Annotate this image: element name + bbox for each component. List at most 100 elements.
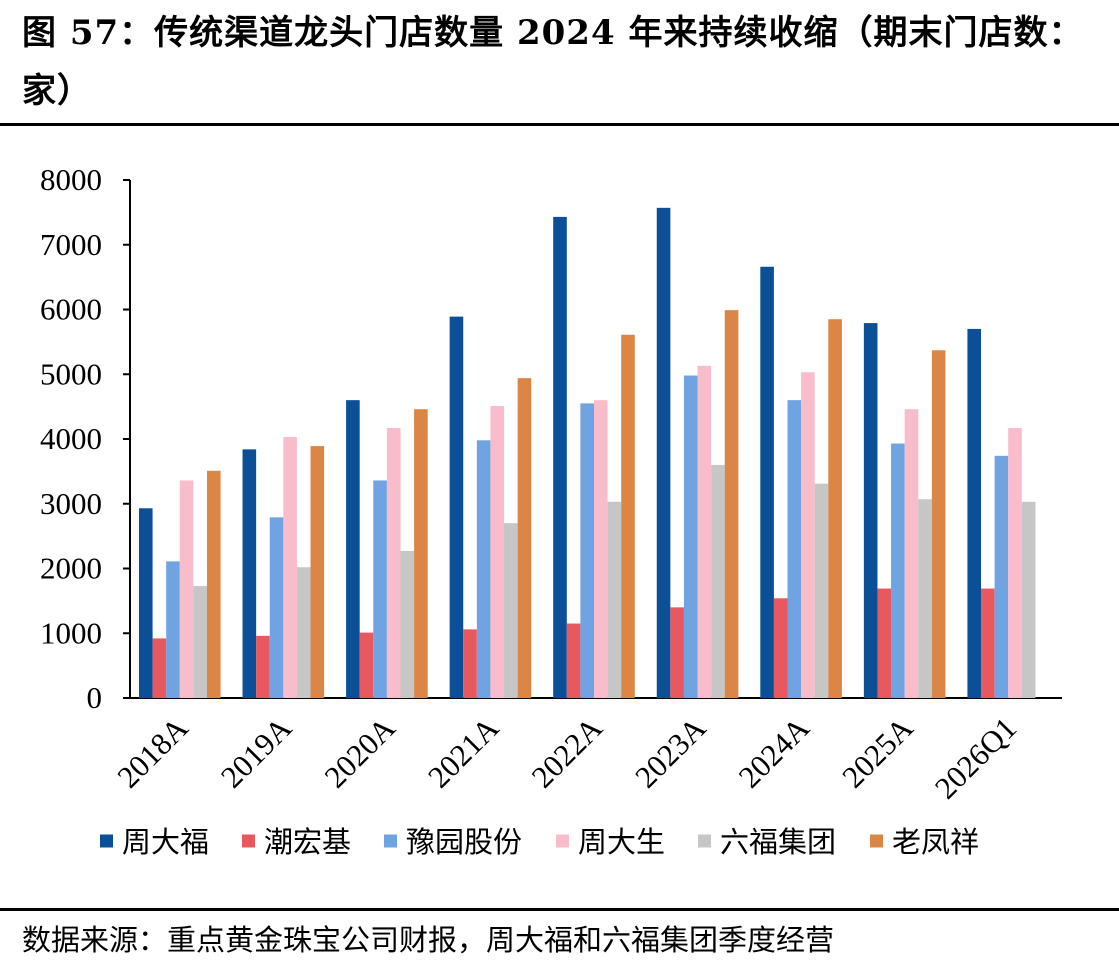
legend-item: 豫园股份 <box>384 825 522 859</box>
bar <box>296 567 311 698</box>
chart-axes: 0 1000 2000 3000 4000 5000 6000 7000 8000 <box>40 162 1062 715</box>
bar <box>760 266 774 698</box>
title-divider <box>0 123 1119 126</box>
series-1 <box>152 588 995 698</box>
bar <box>967 328 982 698</box>
x-tick-label: 2020A <box>317 710 402 795</box>
bar <box>310 446 325 698</box>
legend-item: 六福集团 <box>698 825 836 859</box>
bar <box>283 437 297 698</box>
bar <box>1008 427 1022 698</box>
bar <box>580 403 594 698</box>
bar <box>386 427 401 698</box>
bar <box>504 523 518 698</box>
bar <box>179 480 194 698</box>
bar <box>414 409 428 698</box>
y-tick-label: 3000 <box>40 486 102 521</box>
legend-swatch <box>698 834 711 848</box>
source-divider <box>0 908 1119 911</box>
bar <box>891 443 905 698</box>
bar <box>517 378 532 698</box>
legend-swatch <box>242 834 255 848</box>
legend-label: 周大生 <box>578 825 665 859</box>
x-tick-label: 2022A <box>525 710 610 795</box>
chart-title: 图 57：传统渠道龙头门店数量 2024 年来持续收缩（期末门店数：家） <box>22 13 1084 111</box>
bar <box>193 585 207 698</box>
legend-item: 老凤祥 <box>870 825 979 859</box>
legend-label: 老凤祥 <box>892 825 979 859</box>
legend-label: 六福集团 <box>720 825 836 859</box>
x-tick-labels: 2018A 2019A 2020A 2021A 2022A 2023A 2024A 2025A… <box>110 710 1023 806</box>
bar <box>697 365 712 698</box>
bar <box>981 588 995 698</box>
bar <box>621 334 635 698</box>
x-tick-label: 2021A <box>421 710 506 795</box>
x-tick-label: 2023A <box>628 710 713 795</box>
bar <box>801 372 815 698</box>
legend-label: 周大福 <box>122 825 209 859</box>
bar <box>931 350 946 698</box>
y-tick-label: 1000 <box>40 615 102 650</box>
bar <box>607 501 622 698</box>
bar <box>918 499 932 698</box>
chart-legend: 周大福 潮宏基 豫园股份 周大生 六福集团 老凤祥 <box>100 825 979 859</box>
legend-swatch <box>556 834 569 848</box>
x-tick-label: 2024A <box>732 710 817 795</box>
legend-label: 潮宏基 <box>264 825 351 859</box>
y-tick-label: 0 <box>87 680 103 715</box>
bar <box>373 480 387 698</box>
y-tick-label: 5000 <box>40 356 102 391</box>
bar <box>828 319 842 698</box>
bar <box>138 508 153 698</box>
x-tick-label: 2018A <box>110 710 195 795</box>
y-tick-label: 7000 <box>40 227 102 262</box>
series-2 <box>166 375 1009 698</box>
legend-label: 豫园股份 <box>406 825 522 859</box>
x-tick-label: 2019A <box>214 710 299 795</box>
bar <box>670 607 684 698</box>
legend-swatch <box>870 834 883 848</box>
bar <box>594 400 608 698</box>
legend-item: 周大福 <box>100 825 209 859</box>
data-source-note: 数据来源：重点黄金珠宝公司财报，周大福和六福集团季度经营 <box>22 923 835 957</box>
legend-item: 周大生 <box>556 825 665 859</box>
legend-item: 潮宏基 <box>242 825 351 859</box>
bar <box>269 517 284 698</box>
bar <box>256 635 270 698</box>
bar <box>877 588 892 698</box>
bar <box>724 310 739 698</box>
bar <box>166 561 180 698</box>
bar <box>904 409 919 698</box>
bar <box>400 551 415 698</box>
y-tick-label: 2000 <box>40 551 102 586</box>
legend-swatch <box>100 834 113 848</box>
bar <box>711 464 725 698</box>
bar <box>566 623 581 698</box>
series-4 <box>193 464 1036 698</box>
bar <box>206 470 221 698</box>
bar <box>490 405 505 698</box>
bar <box>346 400 360 698</box>
bar <box>1021 501 1036 698</box>
bar <box>359 632 374 698</box>
bar <box>463 629 477 698</box>
bar <box>863 323 878 698</box>
series-0 <box>138 207 982 698</box>
bar <box>553 216 567 698</box>
bar <box>683 375 698 698</box>
x-tick-label: 2026Q1 <box>928 710 1023 805</box>
legend-swatch <box>384 834 397 848</box>
bar <box>787 400 802 698</box>
chart-bars <box>138 207 1036 698</box>
bar <box>994 455 1009 698</box>
series-3 <box>179 365 1022 698</box>
bar <box>449 316 464 698</box>
bar <box>152 638 167 698</box>
bar <box>656 207 671 698</box>
bar <box>814 483 829 698</box>
x-tick-label: 2025A <box>835 710 920 795</box>
bar <box>773 598 788 698</box>
y-tick-label: 8000 <box>40 162 102 197</box>
bar <box>242 449 257 698</box>
